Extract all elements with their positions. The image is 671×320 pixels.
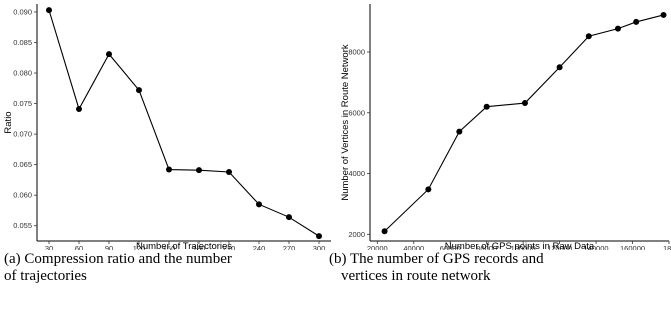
figure-charts: 30 60 90 120 150 180 210 240 270 300 0.055 0.060 0.0…: [3, 4, 671, 250]
b-x-tick-label: 40000: [403, 244, 424, 250]
caption-a-line2: of trajectories: [4, 268, 87, 284]
b-x-tick-label: 120000: [547, 244, 572, 250]
a-y-tick-label: 0.075: [13, 99, 32, 108]
b-x-tick-label: 180: [663, 244, 671, 250]
a-y-axis-title: Ratio: [3, 111, 14, 133]
b-data-point: [521, 100, 528, 107]
a-series-line: [48, 9, 320, 237]
a-y-tick-label: 0.090: [13, 7, 32, 16]
a-x-tick-label: 60: [75, 244, 83, 250]
a-data-point: [106, 51, 112, 58]
b-data-point: [381, 228, 388, 235]
a-y-tick-label: 0.070: [13, 130, 32, 139]
a-x-tick-label: 120: [133, 244, 146, 250]
a-x-tick-label: 300: [313, 244, 326, 250]
b-data-point: [633, 18, 640, 25]
b-x-tick-label: 100000: [511, 244, 536, 250]
a-x-tick-label: 150: [163, 244, 176, 250]
b-x-tick-label: 160000: [620, 244, 645, 250]
b-x-tick-label: 60000: [440, 244, 461, 250]
chart-panel-b: 20000 40000 60000 80000 100000 120000 140000 16…: [340, 4, 671, 250]
a-y-tick-label: 0.065: [13, 160, 32, 169]
b-data-point: [585, 33, 592, 40]
chart-panel-a: 30 60 90 120 150 180 210 240 270 300 0.055 0.060 0.0…: [3, 4, 331, 250]
b-y-tick-label: 2000: [348, 230, 365, 239]
a-data-point: [46, 7, 52, 14]
a-data-point: [196, 167, 202, 174]
caption-b-line1: (b) The number of GPS records and: [329, 251, 544, 267]
b-data-point: [483, 103, 490, 110]
b-data-point: [556, 64, 563, 71]
a-data-point: [226, 168, 232, 175]
a-x-tick-label: 240: [253, 244, 266, 250]
b-y-axis-title: Number of Vertices in Route Network: [340, 44, 351, 201]
b-x-axis-title: Number of GPS points in Raw Data: [445, 241, 595, 250]
b-data-point: [614, 25, 621, 32]
b-y-tick-label: 4000: [348, 169, 365, 178]
b-x-tick-label: 80000: [476, 244, 497, 250]
a-data-point: [256, 201, 262, 208]
a-x-tick-label: 270: [283, 244, 296, 250]
a-data-point: [316, 233, 322, 240]
a-x-tick-label: 210: [223, 244, 236, 250]
b-x-tick-label: 140000: [584, 244, 609, 250]
a-x-axis-title: Number of Trajectories: [136, 241, 232, 250]
caption-b-line2: vertices in route network: [341, 268, 491, 284]
b-data-point: [425, 186, 432, 193]
caption-a-line1: (a) Compression ratio and the number: [4, 251, 232, 267]
a-data-point: [286, 214, 292, 221]
b-y-tick-label: 6000: [348, 108, 365, 117]
b-series-line: [384, 14, 664, 232]
b-x-tick-label: 20000: [367, 244, 388, 250]
b-data-point: [456, 128, 463, 135]
a-y-tick-label: 0.060: [13, 191, 32, 200]
a-y-tick-label: 0.080: [13, 69, 32, 78]
a-x-tick-label: 90: [105, 244, 113, 250]
a-data-point: [166, 166, 172, 173]
a-x-tick-label: 180: [193, 244, 206, 250]
a-y-tick-label: 0.085: [13, 38, 32, 47]
a-y-tick-label: 0.055: [13, 221, 32, 230]
a-data-point: [76, 106, 82, 113]
a-x-tick-label: 30: [45, 244, 53, 250]
b-data-point: [660, 11, 667, 18]
b-y-tick-label: 8000: [348, 48, 365, 57]
a-data-point: [136, 87, 142, 94]
